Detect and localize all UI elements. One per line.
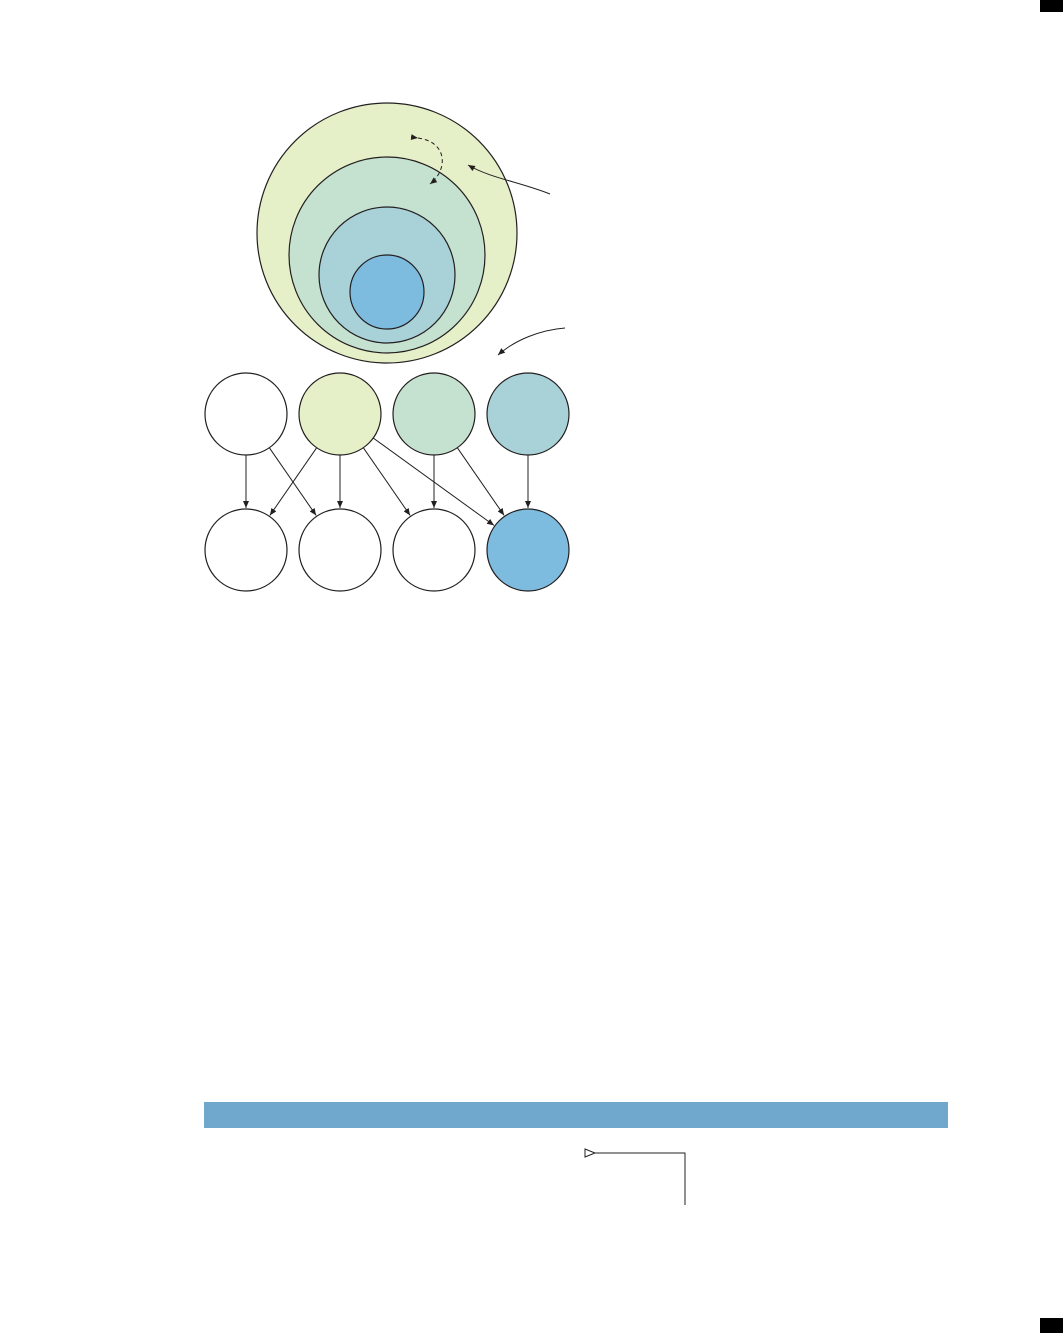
top-node-2 xyxy=(298,372,382,456)
nested-circles xyxy=(256,102,518,364)
top-node-1 xyxy=(204,372,288,456)
bottom-node-3 xyxy=(392,508,476,592)
callout-arrow-outer-ring xyxy=(467,164,551,195)
bottom-row-nodes xyxy=(204,508,570,592)
bottom-node-2 xyxy=(298,508,382,592)
page-edge-mark-bottom xyxy=(1040,1318,1063,1333)
page-edge-mark-top xyxy=(1040,0,1063,12)
top-row-nodes xyxy=(204,372,570,456)
header-band xyxy=(204,1102,948,1128)
edges xyxy=(243,437,531,526)
top-node-3 xyxy=(392,372,476,456)
top-node-4 xyxy=(486,372,570,456)
edge-top-2-to-bottom-1 xyxy=(269,447,318,516)
bottom-node-1 xyxy=(204,508,288,592)
edge-top-2-to-bottom-3 xyxy=(362,447,411,516)
dashed-curved-arrow xyxy=(410,134,443,185)
elbow-callout-arrow xyxy=(595,1153,686,1205)
callout-arrow-node-rows xyxy=(497,327,566,356)
edge-top-3-to-bottom-4 xyxy=(456,447,505,516)
bottom-node-4 xyxy=(486,508,570,592)
nested-circle-core xyxy=(349,254,425,330)
